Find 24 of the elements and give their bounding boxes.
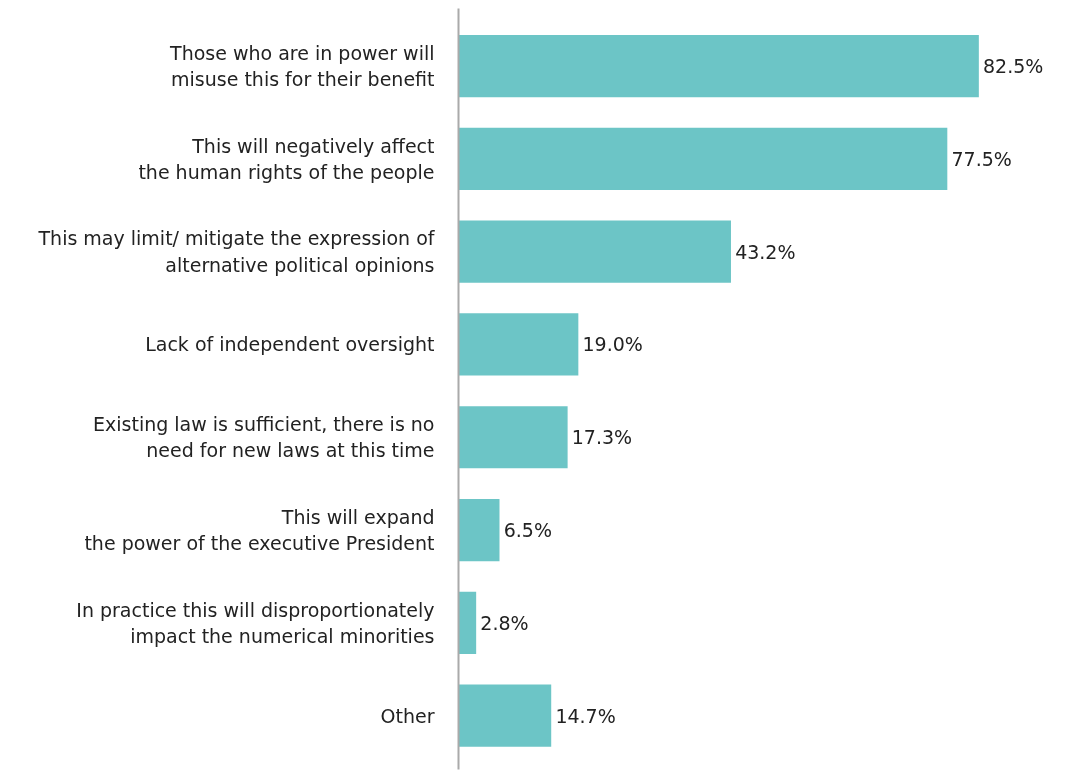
- bar: [458, 34, 979, 98]
- data-label: 2.8%: [480, 611, 529, 634]
- bar: [458, 313, 579, 376]
- y-tick-label: This will expand the power of the executive President: [84, 505, 435, 555]
- bar: [458, 127, 948, 190]
- y-tick-label: Lack of independent oversight: [145, 333, 435, 356]
- y-tick-label: Other: [380, 704, 435, 727]
- y-tick-label: Existing law is sufficient, there is no need for new laws at this time: [93, 413, 435, 462]
- bar: [458, 591, 477, 654]
- data-label: 77.5%: [951, 147, 1012, 170]
- bar: [458, 498, 500, 562]
- y-tick-label: This may limit/ mitigate the expression of alternative political opinions: [37, 227, 436, 276]
- data-label: 19.0%: [582, 333, 643, 356]
- bar: [458, 220, 731, 283]
- data-label: 6.5%: [503, 519, 552, 542]
- y-tick-label: In practice this will disproportionately impact the numerical minorities: [76, 598, 435, 648]
- data-label: 43.2%: [735, 240, 796, 263]
- bar: [458, 406, 568, 469]
- y-tick-label: Those who are in power will misuse this for their benefit: [169, 41, 435, 91]
- bar: [458, 684, 552, 747]
- data-label: 82.5%: [983, 55, 1044, 78]
- data-label: 17.3%: [571, 426, 633, 449]
- y-tick-label: This will negatively affect the human rights of the people: [138, 134, 435, 184]
- data-label: 14.7%: [555, 704, 616, 727]
